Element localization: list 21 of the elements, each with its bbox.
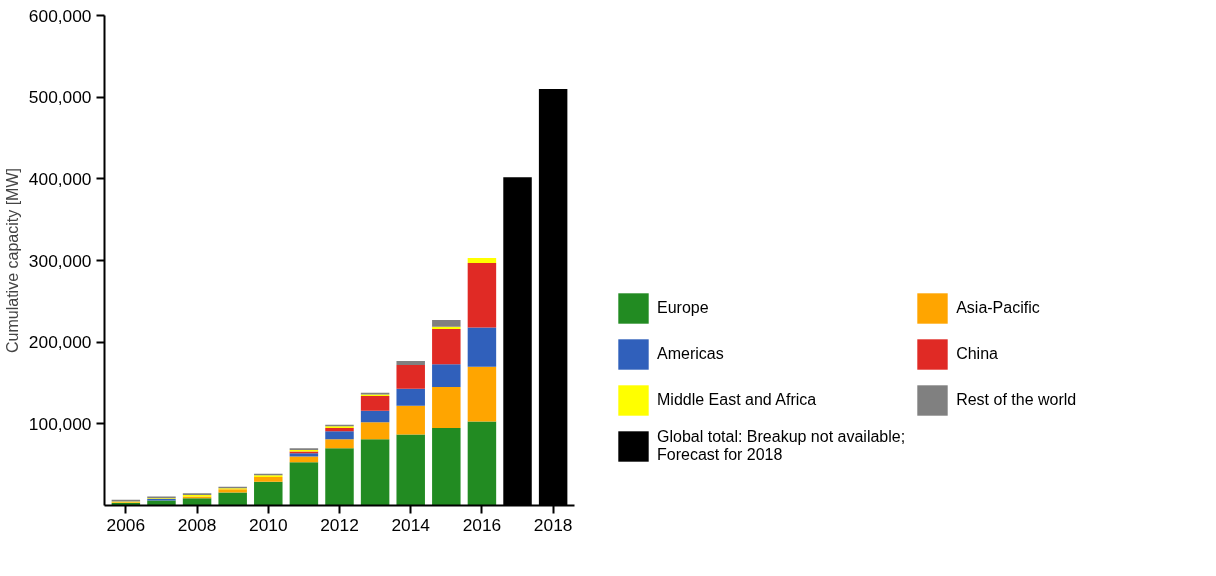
- y-axis-title: Cumulative capacity [MW]: [3, 168, 21, 353]
- legend-label: Europe: [657, 299, 710, 317]
- y-tick-label: 200,000: [28, 332, 92, 353]
- y-tick-label: 500,000: [28, 87, 92, 108]
- legend-label: China: [956, 345, 999, 363]
- x-tick-label: 2006: [106, 514, 146, 535]
- y-tick-label: 100,000: [28, 413, 92, 434]
- x-tick-label: 2012: [320, 514, 359, 535]
- x-tick-label: 2016: [462, 514, 502, 535]
- legend-label: Global total: Breakup not available; Forecast for 2018: [657, 428, 906, 464]
- legend-label: Middle East and Africa: [657, 391, 817, 409]
- x-tick-label: 2014: [391, 514, 431, 535]
- legend-label: Asia-Pacific: [956, 299, 1040, 317]
- x-tick-label: 2008: [177, 514, 217, 535]
- x-tick-label: 2010: [249, 514, 288, 535]
- legend-label: Americas: [657, 345, 724, 363]
- y-tick-label: 600,000: [28, 5, 92, 26]
- x-tick-label: 2018: [533, 514, 573, 535]
- legend-label: Rest of the world: [956, 391, 1077, 409]
- y-tick-label: 300,000: [28, 250, 92, 271]
- y-tick-label: 400,000: [28, 168, 92, 189]
